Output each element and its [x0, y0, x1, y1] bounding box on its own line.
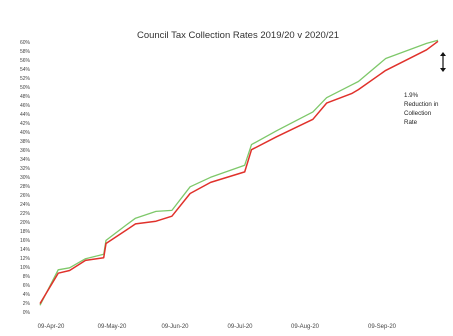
y-tick-label: 22%	[20, 211, 31, 217]
annotation-line: 1.9%	[404, 92, 419, 99]
y-tick-label: 0%	[23, 310, 31, 316]
chart-title: Council Tax Collection Rates 2019/20 v 2…	[137, 30, 339, 41]
y-tick-label: 26%	[20, 193, 31, 199]
annotation-line: Rate	[404, 119, 418, 126]
y-tick-label: 30%	[20, 175, 31, 181]
x-tick-label: 09-Aug-20	[291, 324, 320, 330]
y-tick-label: 52%	[20, 76, 31, 82]
y-tick-label: 6%	[23, 283, 31, 289]
x-tick-label: 09-Jul-20	[227, 324, 253, 330]
y-tick-label: 16%	[20, 238, 31, 244]
y-axis: 0% 2% 4% 6% 8% 10% 12% 14% 16% 18% 20% 22% 24% 26% 28%…	[20, 40, 31, 316]
series-line-1	[39, 39, 439, 306]
x-tick-label: 09-Sep-20	[368, 324, 397, 330]
y-tick-label: 32%	[20, 166, 31, 172]
arrow-head-down	[440, 68, 446, 72]
y-tick-label: 18%	[20, 229, 31, 235]
y-tick-label: 54%	[20, 67, 31, 73]
y-tick-label: 46%	[20, 103, 31, 109]
y-tick-label: 24%	[20, 202, 31, 208]
annotation-line: Collection	[404, 110, 432, 117]
y-tick-label: 2%	[23, 301, 31, 307]
y-tick-label: 40%	[20, 130, 31, 136]
y-tick-label: 60%	[20, 40, 31, 46]
y-tick-label: 4%	[23, 292, 31, 298]
annotation: 1.9% Reduction in Collection Rate	[404, 92, 439, 126]
x-axis: 09-Apr-20 09-May-20 09-Jun-20 09-Jul-20 09-A…	[38, 324, 397, 330]
series-group	[39, 39, 439, 306]
y-tick-label: 20%	[20, 220, 31, 226]
x-tick-label: 09-May-20	[98, 324, 127, 330]
y-tick-label: 56%	[20, 58, 31, 64]
difference-marker	[440, 52, 446, 72]
y-tick-label: 38%	[20, 139, 31, 145]
y-tick-label: 12%	[20, 256, 31, 262]
y-tick-label: 42%	[20, 121, 31, 127]
y-tick-label: 8%	[23, 274, 31, 280]
y-tick-label: 34%	[20, 157, 31, 163]
series-line-2	[39, 40, 439, 304]
y-tick-label: 58%	[20, 49, 31, 55]
y-tick-label: 44%	[20, 112, 31, 118]
y-tick-label: 36%	[20, 148, 31, 154]
x-tick-label: 09-Jun-20	[161, 324, 189, 330]
y-tick-label: 28%	[20, 184, 31, 190]
y-tick-label: 10%	[20, 265, 31, 271]
annotation-line: Reduction in	[404, 101, 439, 108]
y-tick-label: 14%	[20, 247, 31, 253]
y-tick-label: 50%	[20, 85, 31, 91]
arrow-head-up	[440, 52, 446, 56]
x-tick-label: 09-Apr-20	[38, 324, 65, 330]
y-tick-label: 48%	[20, 94, 31, 100]
